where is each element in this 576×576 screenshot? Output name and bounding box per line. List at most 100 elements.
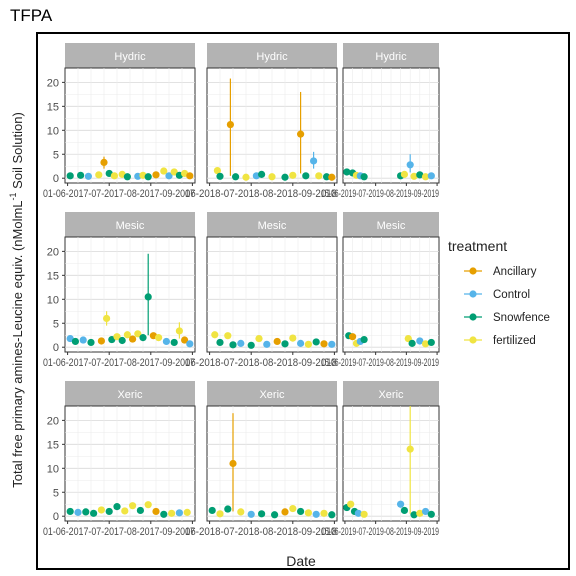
facet-strip-label: Xeric xyxy=(117,389,143,401)
data-point xyxy=(328,340,336,348)
data-point xyxy=(123,173,131,181)
legend-key-point xyxy=(469,267,477,275)
facet-strip-label: Xeric xyxy=(259,389,285,401)
facet-strip-label: Mesic xyxy=(377,220,406,232)
data-point xyxy=(165,172,173,180)
legend-entry-label: Ancillary xyxy=(493,266,537,278)
data-point xyxy=(216,510,224,518)
legend-title: treatment xyxy=(448,238,507,254)
data-point xyxy=(123,331,131,339)
data-point xyxy=(224,332,232,340)
legend-entry-label: Control xyxy=(493,289,530,301)
data-point xyxy=(232,173,240,181)
data-point xyxy=(263,340,271,348)
data-point xyxy=(160,167,168,175)
data-point xyxy=(110,172,118,180)
data-point xyxy=(118,336,126,345)
data-point xyxy=(408,339,416,347)
y-axis-label-main: Total free primary amines-Leucine equiv.… xyxy=(10,200,25,487)
legend-key-point xyxy=(469,336,477,344)
data-point xyxy=(168,509,176,517)
data-point xyxy=(312,510,320,518)
data-point xyxy=(273,337,281,346)
data-point xyxy=(224,505,232,513)
data-point xyxy=(84,172,92,180)
data-point xyxy=(268,173,276,181)
data-point xyxy=(175,327,183,335)
data-point xyxy=(349,333,357,341)
data-point xyxy=(129,335,137,343)
data-point xyxy=(427,338,435,347)
data-point xyxy=(103,314,111,323)
data-point xyxy=(82,508,90,516)
data-point xyxy=(242,173,250,181)
x-tick-label: 01-06-2017-07-2017-08-2017-09-2017 xyxy=(43,357,195,369)
data-point xyxy=(152,171,160,179)
facet-strip xyxy=(65,43,195,68)
data-point xyxy=(421,507,430,516)
data-point xyxy=(186,172,194,180)
facet-strip xyxy=(207,43,337,68)
data-point xyxy=(144,173,152,181)
y-tick-label: 10 xyxy=(47,463,59,475)
data-point xyxy=(211,331,219,339)
x-tick-label: 15-06-2019-07-2019-08-2019-09-2019 xyxy=(321,357,439,369)
data-point xyxy=(328,511,336,519)
data-point xyxy=(77,171,85,179)
data-point xyxy=(360,335,368,344)
data-point xyxy=(320,340,328,348)
y-tick-label: 10 xyxy=(47,125,59,137)
y-tick-label: 20 xyxy=(47,246,59,258)
data-point xyxy=(129,502,137,510)
data-point xyxy=(87,338,95,347)
y-tick-label: 5 xyxy=(53,318,59,330)
data-point xyxy=(247,341,255,349)
data-point xyxy=(66,172,74,180)
data-point xyxy=(397,500,405,508)
data-point xyxy=(237,508,245,516)
legend-key-point xyxy=(469,290,477,298)
facet-strip-label: Hydric xyxy=(256,51,288,63)
data-point xyxy=(410,172,418,180)
data-point xyxy=(181,336,189,344)
data-point xyxy=(297,339,305,347)
facet-strip-label: Hydric xyxy=(375,51,407,63)
data-point xyxy=(271,511,279,519)
data-point xyxy=(400,506,409,515)
data-point xyxy=(79,336,87,344)
data-point xyxy=(404,334,412,343)
y-tick-label: 15 xyxy=(47,101,59,113)
x-tick-label: 15-06-2019-07-2019-08-2019-09-2019 xyxy=(321,526,439,538)
facet-strip xyxy=(65,212,195,237)
data-point xyxy=(121,507,129,515)
data-point xyxy=(281,340,289,348)
facet-strip xyxy=(343,212,439,237)
data-point xyxy=(421,173,430,181)
y-axis-label-end: Soil Solution) xyxy=(10,112,25,192)
data-point xyxy=(247,510,255,518)
data-point xyxy=(134,330,142,338)
data-point xyxy=(347,500,355,508)
y-tick-label: 5 xyxy=(53,149,59,161)
facet-strip-label: Hydric xyxy=(114,51,146,63)
data-point xyxy=(297,507,305,516)
data-point xyxy=(416,171,424,179)
data-point xyxy=(427,510,435,518)
data-point xyxy=(208,506,216,515)
chart-title: TFPA xyxy=(10,6,53,25)
data-point xyxy=(216,172,224,180)
figure-border xyxy=(36,32,570,570)
data-point xyxy=(66,507,74,516)
data-point xyxy=(183,508,191,516)
data-point xyxy=(71,337,79,346)
data-point xyxy=(97,337,105,345)
facet-strip-label: Mesic xyxy=(116,220,145,232)
data-point xyxy=(90,509,98,517)
data-point xyxy=(74,508,82,516)
data-point xyxy=(237,339,245,347)
data-point xyxy=(216,338,224,347)
data-point xyxy=(162,337,170,346)
data-point xyxy=(139,334,147,342)
y-tick-label: 0 xyxy=(53,173,59,185)
